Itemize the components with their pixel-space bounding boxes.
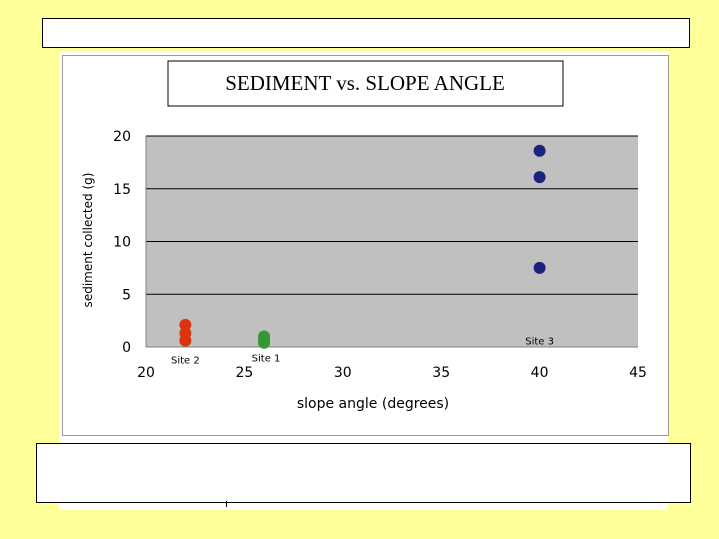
chart-title: SEDIMENT vs. SLOPE ANGLE bbox=[225, 71, 505, 95]
site-label: Site 2 bbox=[171, 356, 200, 367]
y-tick-label: 0 bbox=[122, 340, 131, 356]
data-point bbox=[179, 334, 192, 347]
data-point bbox=[533, 144, 546, 157]
site-label: Site 3 bbox=[525, 337, 554, 348]
small-divider-mark bbox=[226, 501, 227, 507]
x-axis-label: slope angle (degrees) bbox=[297, 396, 449, 412]
x-tick-label: 40 bbox=[531, 365, 549, 381]
x-tick-label: 30 bbox=[334, 365, 352, 381]
y-tick-label: 20 bbox=[113, 129, 131, 145]
chart-title-box bbox=[167, 60, 564, 107]
data-point bbox=[533, 171, 546, 184]
x-tick-label: 35 bbox=[432, 365, 450, 381]
x-tick-label: 45 bbox=[629, 365, 647, 381]
y-tick-label: 10 bbox=[113, 235, 131, 251]
y-axis-label: sediment collected (g) bbox=[81, 173, 95, 308]
y-tick-label: 15 bbox=[113, 182, 131, 198]
y-tick-label: 5 bbox=[122, 287, 131, 303]
data-point bbox=[258, 336, 271, 349]
caption-text-box bbox=[36, 443, 691, 503]
data-point bbox=[179, 318, 192, 331]
x-tick-label: 20 bbox=[137, 365, 155, 381]
data-point bbox=[533, 261, 546, 274]
x-tick-label: 25 bbox=[235, 365, 253, 381]
header-text-box bbox=[42, 18, 690, 48]
site-label: Site 1 bbox=[252, 354, 281, 365]
